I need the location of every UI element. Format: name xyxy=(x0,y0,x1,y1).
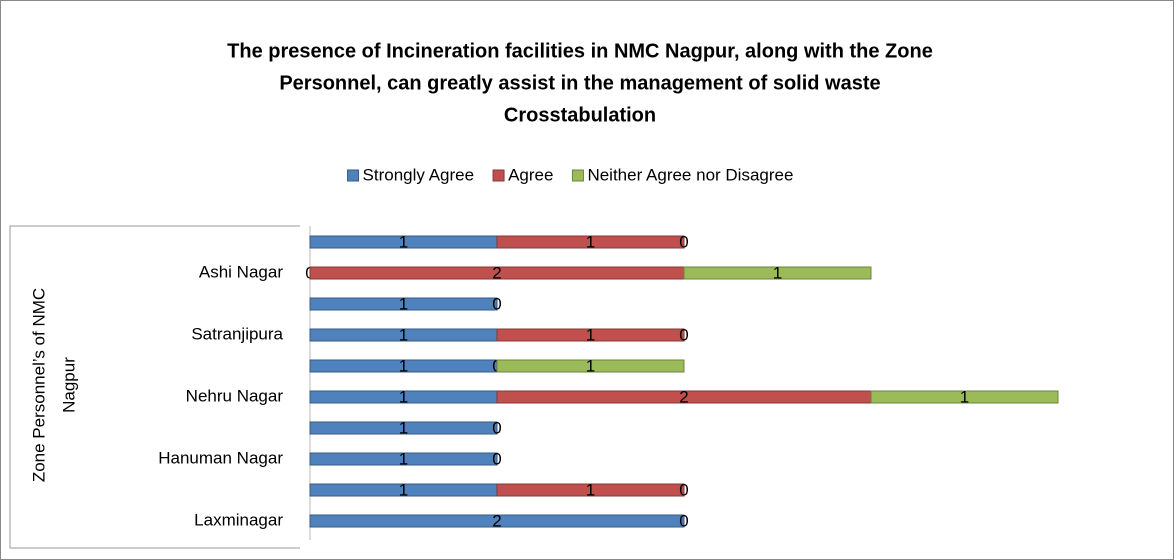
data-label: 1 xyxy=(399,480,408,499)
bar-segment xyxy=(496,359,685,373)
y-tick-label: Nehru Nagar xyxy=(186,386,284,405)
axis-box xyxy=(9,225,300,549)
y-tick-label: Satranjipura xyxy=(191,324,283,343)
legend-swatch xyxy=(347,169,360,182)
data-label: 1 xyxy=(586,325,595,344)
y-axis-title: Zone Personnel’s of NMC xyxy=(29,288,48,482)
data-label: 0 xyxy=(492,418,501,437)
legend-label: Strongly Agree xyxy=(363,165,475,184)
data-label: 1 xyxy=(586,480,595,499)
bar-segment xyxy=(496,235,685,249)
data-label: 1 xyxy=(586,232,595,251)
legend-swatch xyxy=(571,169,584,182)
legend-label: Agree xyxy=(508,165,553,184)
chart-title: Crosstabulation xyxy=(504,104,656,126)
data-label: 1 xyxy=(399,294,408,313)
bar-segment xyxy=(683,266,872,280)
legend-label: Neither Agree nor Disagree xyxy=(587,165,793,184)
y-tick-label: Laxminagar xyxy=(194,510,283,529)
bar-segment xyxy=(309,452,498,466)
y-axis-title: Nagpur xyxy=(59,357,78,413)
y-tick-label: Hanuman Nagar xyxy=(158,448,283,467)
data-label: 1 xyxy=(399,387,408,406)
bar-segment xyxy=(309,514,685,528)
data-label: 0 xyxy=(492,294,501,313)
chart-title: Personnel, can greatly assist in the man… xyxy=(279,72,880,94)
legend-swatch xyxy=(492,169,505,182)
bar-segment xyxy=(496,483,685,497)
data-label: 2 xyxy=(492,511,501,530)
data-label: 0 xyxy=(679,232,688,251)
data-label: 1 xyxy=(399,232,408,251)
y-tick-label: Ashi Nagar xyxy=(199,262,283,281)
data-label: 1 xyxy=(399,418,408,437)
data-label: 0 xyxy=(492,449,501,468)
data-label: 1 xyxy=(399,356,408,375)
data-label: 1 xyxy=(586,356,595,375)
data-label: 0 xyxy=(679,480,688,499)
data-label: 2 xyxy=(679,387,688,406)
data-label: 0 xyxy=(679,511,688,530)
data-label: 1 xyxy=(399,325,408,344)
data-label: 2 xyxy=(492,263,501,282)
chart-title: The presence of Incineration facilities … xyxy=(227,40,933,62)
data-label: 1 xyxy=(773,263,782,282)
data-label: 1 xyxy=(960,387,969,406)
bar-segment xyxy=(870,390,1059,404)
data-label: 1 xyxy=(399,449,408,468)
bar-segment xyxy=(309,297,498,311)
data-label: 0 xyxy=(679,325,688,344)
bar-segment xyxy=(496,328,685,342)
bar-segment xyxy=(309,421,498,435)
